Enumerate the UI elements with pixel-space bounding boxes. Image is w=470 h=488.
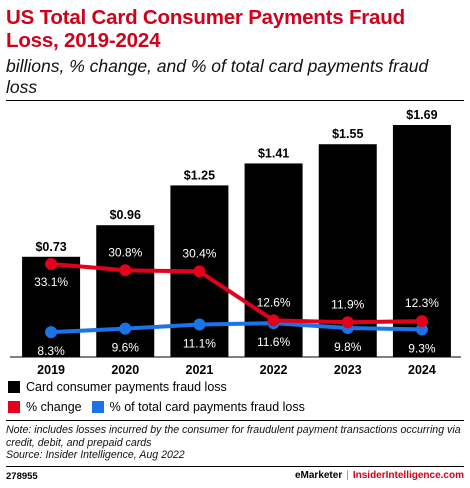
legend-line-entries: % change % of total card payments fraud … [8, 400, 305, 414]
chart-id: 278955 [6, 471, 38, 482]
source-text: Source: Insider Intelligence, Aug 2022 [6, 449, 185, 462]
bar-2020 [96, 225, 155, 357]
bar-value-label-2021: $1.25 [184, 168, 215, 182]
chart-title: US Total Card Consumer Payments Fraud Lo… [6, 6, 405, 52]
share-label-2023: 9.8% [334, 340, 362, 354]
brand-name: eMarketer [294, 470, 343, 481]
change-point-2022 [267, 314, 280, 327]
footer-brand: eMarketer | InsiderIntelligence.com [295, 470, 464, 481]
share-label-2024: 9.3% [408, 341, 436, 355]
legend-share-label: % of total card payments fraud loss [109, 400, 305, 414]
top-divider [6, 100, 464, 101]
x-tick-label-2022: 2022 [260, 363, 288, 377]
change-point-2023 [341, 316, 354, 329]
brand-separator: | [346, 470, 349, 481]
share-label-2020: 9.6% [112, 341, 140, 355]
x-tick-label-2024: 2024 [408, 363, 436, 377]
change-label-2023: 11.9% [331, 297, 364, 311]
share-point-2019 [45, 326, 58, 339]
change-label-2020: 30.8% [108, 245, 142, 259]
change-label-2022: 12.6% [257, 295, 291, 309]
change-point-2024 [415, 315, 428, 328]
bar-value-label-2024: $1.69 [406, 108, 437, 122]
legend-bar-entry: Card consumer payments fraud loss [8, 380, 227, 394]
legend-share-swatch [91, 401, 104, 413]
bar-2019 [22, 256, 81, 357]
share-point-2024 [415, 323, 428, 336]
change-label-2021: 30.4% [182, 246, 216, 260]
x-tick-label-2019: 2019 [37, 363, 65, 377]
note-divider [6, 420, 464, 421]
legend-bar-label: Card consumer payments fraud loss [26, 380, 227, 394]
brand-site: InsiderIntelligence.com [352, 470, 464, 481]
change-line [50, 261, 422, 325]
legend-bar-swatch [8, 381, 20, 393]
change-label-2024: 12.3% [405, 296, 439, 310]
share-label-2022: 11.6% [257, 335, 290, 349]
chart-plot: $0.73 2019 $0.96 2020 $1.25 2021 $1.41 2022 $1.5… [10, 108, 461, 377]
x-tick-label-2020: 2020 [111, 363, 139, 377]
chart-subtitle: billions, % change, and % of total card … [6, 56, 429, 97]
bar-value-label-2022: $1.41 [258, 146, 289, 160]
share-point-2021 [193, 318, 206, 331]
share-point-2020 [119, 322, 132, 335]
bar-value-label-2020: $0.96 [110, 208, 141, 222]
x-tick-label-2023: 2023 [334, 363, 362, 377]
share-label-2019: 8.3% [37, 344, 65, 358]
change-point-2019 [45, 257, 58, 270]
note-text: Note: includes losses incurred by the co… [6, 424, 461, 449]
change-point-2021 [193, 265, 206, 278]
x-tick-label-2021: 2021 [186, 363, 214, 377]
share-label-2021: 11.1% [183, 336, 216, 350]
note-block: Note: includes losses incurred by the co… [6, 424, 462, 462]
share-line [50, 321, 422, 335]
legend-change-swatch [8, 401, 20, 413]
legend-change-label: % change [26, 400, 82, 414]
footer-divider [6, 466, 464, 467]
change-point-2020 [119, 264, 132, 277]
bar-value-label-2023: $1.55 [332, 127, 363, 141]
bar-value-label-2019: $0.73 [35, 240, 66, 254]
change-label-2019: 33.1% [34, 275, 68, 289]
